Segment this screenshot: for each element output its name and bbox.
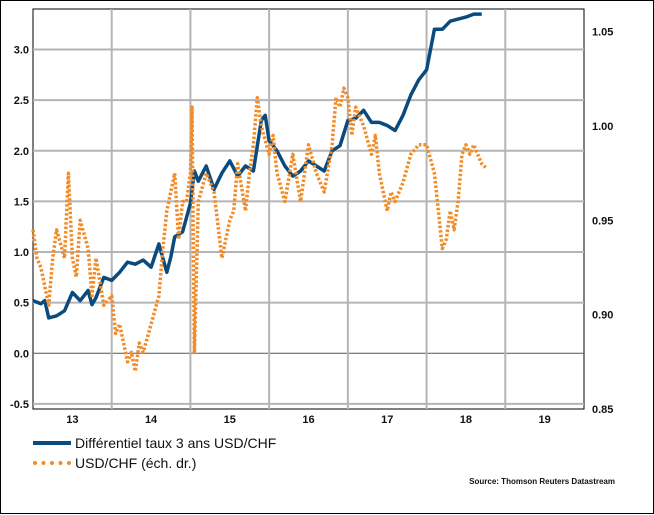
y-left-tick-label: 2.0 bbox=[14, 146, 29, 158]
y-right-tick-label: 1.00 bbox=[592, 121, 613, 133]
legend-swatch-usdchf bbox=[33, 461, 71, 465]
legend-item-usdchf: USD/CHF (éch. dr.) bbox=[33, 453, 276, 473]
y-right-tick-label: 1.05 bbox=[592, 27, 613, 39]
legend-swatch-differentiel bbox=[33, 441, 71, 445]
y-left-tick-label: 0.0 bbox=[14, 348, 29, 360]
y-left-tick-label: 1.5 bbox=[14, 196, 29, 208]
x-tick-label: 19 bbox=[539, 414, 551, 426]
y-right-tick-label: 0.95 bbox=[592, 215, 613, 227]
y-right-tick-label: 0.85 bbox=[592, 404, 613, 416]
plot-area bbox=[32, 8, 585, 410]
legend-label-differentiel: Différentiel taux 3 ans USD/CHF bbox=[75, 435, 277, 451]
series-line-usdchf bbox=[31, 86, 487, 374]
x-tick-label: 14 bbox=[145, 414, 158, 426]
source-note: Source: Thomson Reuters Datastream bbox=[469, 477, 615, 486]
x-tick-label: 17 bbox=[381, 414, 393, 426]
y-right-tick-label: 0.90 bbox=[592, 310, 613, 322]
y-left-tick-label: 0.5 bbox=[14, 298, 29, 310]
x-tick-label: 15 bbox=[224, 414, 236, 426]
y-left-tick-label: 1.0 bbox=[14, 247, 29, 259]
series-line-differentiel bbox=[32, 12, 482, 320]
x-tick-label: 18 bbox=[460, 414, 472, 426]
legend: Différentiel taux 3 ans USD/CHF USD/CHF … bbox=[33, 433, 276, 473]
legend-label-usdchf: USD/CHF (éch. dr.) bbox=[75, 455, 197, 471]
y-left-tick-label: -0.5 bbox=[10, 399, 29, 411]
y-left-tick-label: 3.0 bbox=[14, 45, 29, 57]
x-tick-label: 13 bbox=[66, 414, 78, 426]
x-tick-label: 16 bbox=[302, 414, 314, 426]
legend-item-differentiel: Différentiel taux 3 ans USD/CHF bbox=[33, 433, 276, 453]
y-left-tick-label: 2.5 bbox=[14, 95, 29, 107]
